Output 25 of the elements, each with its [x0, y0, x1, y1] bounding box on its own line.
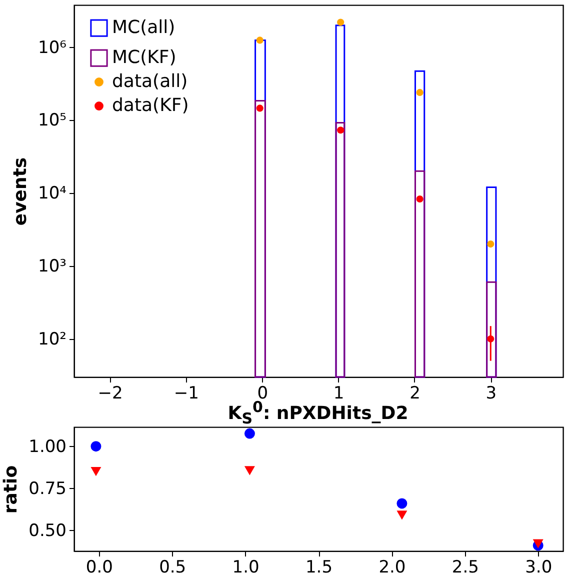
y-tick-label: 10⁴: [38, 184, 67, 204]
legend-label: data(all): [112, 71, 188, 92]
y-axis-title: ratio: [0, 465, 22, 514]
x-tick-label: 0.5: [159, 558, 186, 578]
x-tick-label: 2.0: [378, 558, 406, 578]
x-tick-label: 1.0: [232, 558, 260, 578]
x-tick-label: 3: [486, 384, 497, 404]
legend-label: MC(all): [112, 17, 176, 38]
y-tick-label: 0.75: [28, 478, 66, 499]
y-tick-label: 10⁵: [38, 110, 66, 131]
y-tick-label: 10³: [38, 256, 66, 276]
y-tick-label: 10²: [38, 329, 66, 350]
y-tick-label: 10⁶: [38, 38, 67, 58]
y-axis-title: events: [10, 157, 32, 226]
x-tick-label: −2: [98, 384, 123, 404]
x-tick-label: 1.5: [305, 558, 333, 578]
y-tick-label: 0.50: [28, 520, 66, 541]
legend-label: data(KF): [112, 95, 189, 116]
x-tick-label: 0.0: [86, 558, 113, 578]
x-tick-label: 2.5: [452, 558, 479, 578]
x-tick-label: 2: [410, 384, 420, 404]
y-tick-label: 1.00: [28, 436, 66, 457]
x-tick-label: −1: [174, 384, 199, 404]
legend-label: MC(KF): [112, 47, 176, 68]
x-tick-label: 3.0: [525, 558, 552, 578]
